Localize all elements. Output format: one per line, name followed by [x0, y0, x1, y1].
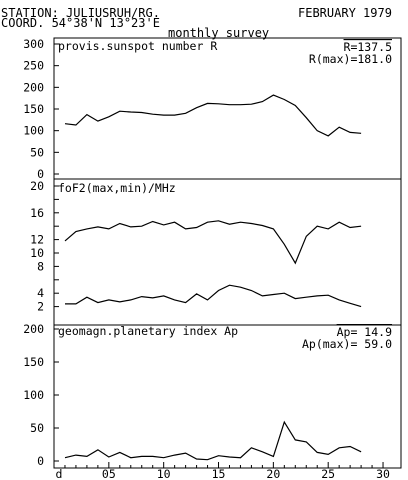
x-tick-label: 30: [376, 467, 390, 480]
y-tick-label: 50: [30, 421, 44, 435]
y-tick-label: 100: [23, 388, 44, 402]
y-tick-label: 12: [30, 233, 44, 247]
y-tick-label: 200: [23, 322, 44, 336]
station-label: STATION: JULIUSRUH/RG.: [1, 6, 160, 20]
survey-label: monthly survey: [168, 26, 270, 40]
x-tick-label: 05: [102, 467, 116, 480]
x-tick-label: 15: [212, 467, 226, 480]
panel-stat: Ap(max)= 59.0: [302, 337, 392, 351]
x-tick-label: d: [56, 467, 63, 480]
y-tick-label: 150: [23, 355, 44, 369]
y-tick-label: 8: [37, 259, 44, 273]
series-line: [64, 220, 362, 265]
y-tick-label: 50: [30, 145, 44, 159]
y-tick-label: 0: [37, 454, 44, 468]
x-tick-label: 10: [157, 467, 171, 480]
panel-stat: R=137.5: [344, 40, 392, 54]
y-tick-label: 250: [23, 59, 44, 73]
month-label: FEBRUARY 1979: [298, 6, 392, 20]
panel-stat: Ap= 14.9: [337, 325, 392, 339]
plot-frame: [53, 37, 402, 469]
x-tick-label: 20: [266, 467, 280, 480]
y-tick-label: 4: [37, 286, 44, 300]
y-tick-label: 200: [23, 80, 44, 94]
series-line: [64, 420, 362, 461]
series-line: [64, 94, 362, 137]
coordinates-label: COORD. 54°38'N 13°23'E: [1, 16, 160, 30]
panel-title: provis.sunspot number R: [58, 39, 217, 53]
y-tick-label: 0: [37, 167, 44, 181]
panel-stat: R(max)=181.0: [309, 52, 392, 66]
y-tick-label: 16: [30, 206, 44, 220]
y-tick-label: 10: [30, 246, 44, 260]
y-tick-label: 2: [37, 300, 44, 314]
y-tick-label: 100: [23, 124, 44, 138]
series-line: [65, 284, 362, 308]
panel-title: geomagn.planetary index Ap: [58, 324, 238, 338]
y-tick-label: 20: [30, 179, 44, 193]
y-tick-label: 300: [23, 37, 44, 51]
y-tick-label: 150: [23, 102, 44, 116]
panel-title: foF2(max,min)/MHz: [58, 181, 176, 195]
x-tick-label: 25: [321, 467, 335, 480]
